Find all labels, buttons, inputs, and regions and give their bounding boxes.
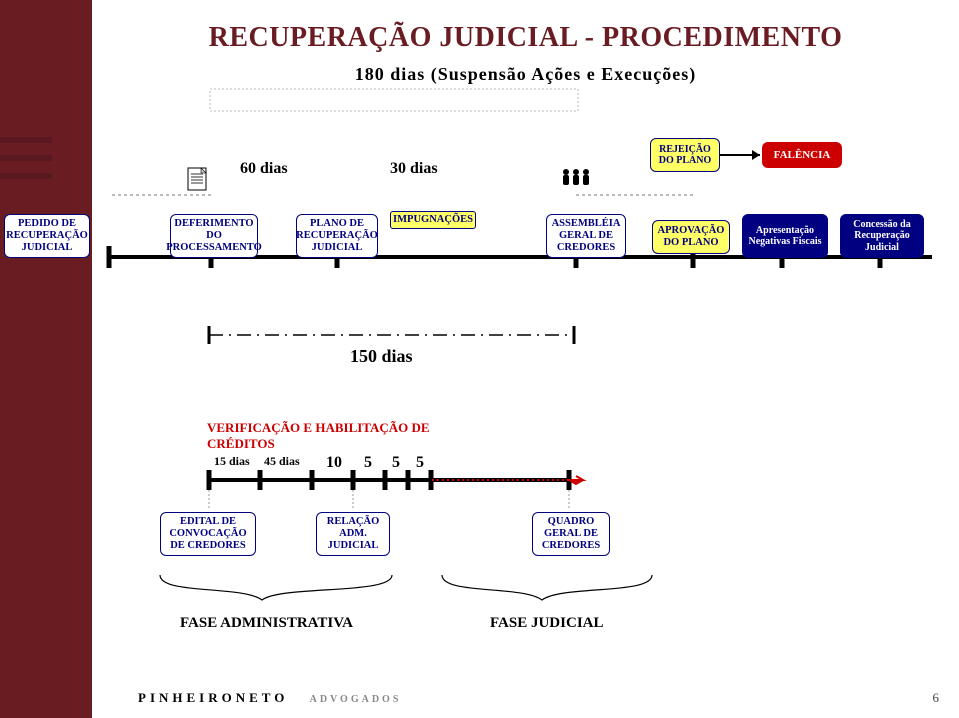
label-verificacao: VERIFICAÇÃO E HABILITAÇÃO DE CRÉDITOS [207,420,467,452]
box-pedido: PEDIDO DE RECUPERAÇÃO JUDICIAL [4,214,90,258]
box-plano: PLANO DE RECUPERAÇÃO JUDICIAL [296,214,378,258]
label-45-dias: 45 dias [264,454,300,469]
label-30-dias: 30 dias [390,160,438,178]
box-edital: EDITAL DE CONVOCAÇÃO DE CREDORES [160,512,256,556]
box-quadro: QUADRO GERAL DE CREDORES [532,512,610,556]
label-5c: 5 [416,454,424,472]
diagram-canvas [92,0,959,718]
box-deferimento: DEFERIMENTO DO PROCESSAMENTO [170,214,258,258]
footer-advogados: ADVOGADOS [310,694,402,705]
document-icon [188,168,206,190]
label-150-dias: 150 dias [350,346,413,367]
people-icon [563,169,589,185]
label-60-dias: 60 dias [240,160,288,178]
content-area: RECUPERAÇÃO JUDICIAL - PROCEDIMENTO 180 … [92,0,959,718]
label-fase-judicial: FASE JUDICIAL [490,615,604,632]
label-10: 10 [326,454,342,472]
footer-firm: PINHEIRONETO ADVOGADOS [138,690,401,706]
page-number: 6 [933,690,940,706]
brand-band [0,0,92,718]
box-impugnacoes: IMPUGNAÇÕES [390,211,476,229]
label-5b: 5 [392,454,400,472]
label-5a: 5 [364,454,372,472]
footer-firm-name: PINHEIRONETO [138,690,288,705]
box-rejeicao: REJEIÇÃO DO PLANO [650,138,720,172]
box-falencia: FALÊNCIA [762,142,842,168]
label-fase-admin: FASE ADMINISTRATIVA [180,615,353,632]
box-aprovacao: APROVAÇÃO DO PLANO [652,220,730,254]
box-relacao: RELAÇÃO ADM. JUDICIAL [316,512,390,556]
label-15-dias: 15 dias [214,454,250,469]
box-concessao: Concessão da Recuperação Judicial [840,214,924,258]
box-apresentacao: Apresentação Negativas Fiscais [742,214,828,258]
box-assembleia: ASSEMBLÉIA GERAL DE CREDORES [546,214,626,258]
